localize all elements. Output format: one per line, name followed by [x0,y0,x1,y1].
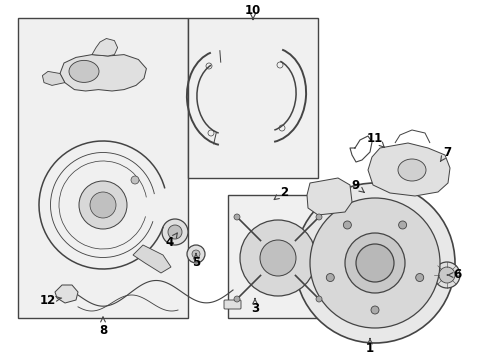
Bar [18,18,187,318]
Circle shape [234,214,240,220]
Polygon shape [92,39,117,56]
Circle shape [415,274,423,282]
Circle shape [294,183,454,343]
Circle shape [343,221,351,229]
Circle shape [345,233,404,293]
Circle shape [240,220,315,296]
Polygon shape [42,71,65,85]
Bar [227,195,339,318]
Circle shape [192,250,200,258]
Text: 6: 6 [447,269,460,282]
Circle shape [90,192,116,218]
Polygon shape [306,178,351,215]
Polygon shape [367,143,449,196]
Text: 4: 4 [165,233,177,249]
Circle shape [186,245,204,263]
Circle shape [309,198,439,328]
Ellipse shape [69,60,99,82]
Circle shape [325,274,334,282]
Circle shape [168,225,182,239]
Text: 11: 11 [366,131,384,148]
Circle shape [162,219,187,245]
Ellipse shape [397,159,425,181]
Polygon shape [60,55,146,91]
Polygon shape [55,285,78,303]
Text: 5: 5 [191,253,200,270]
Circle shape [131,176,139,184]
Text: 7: 7 [440,145,450,161]
Circle shape [315,296,322,302]
Text: 1: 1 [365,339,373,355]
FancyBboxPatch shape [224,300,241,309]
Text: 12: 12 [40,293,61,306]
Circle shape [79,181,127,229]
Text: 3: 3 [250,298,259,315]
Circle shape [433,262,459,288]
Circle shape [398,221,406,229]
Circle shape [370,306,378,314]
Circle shape [234,296,240,302]
Text: 10: 10 [244,4,261,19]
Text: 9: 9 [350,179,364,193]
Text: 8: 8 [99,317,107,337]
Polygon shape [133,245,171,273]
Circle shape [260,240,295,276]
Circle shape [315,214,322,220]
Circle shape [355,244,393,282]
Circle shape [438,267,454,283]
Bar [187,18,317,178]
Text: 2: 2 [274,185,287,199]
